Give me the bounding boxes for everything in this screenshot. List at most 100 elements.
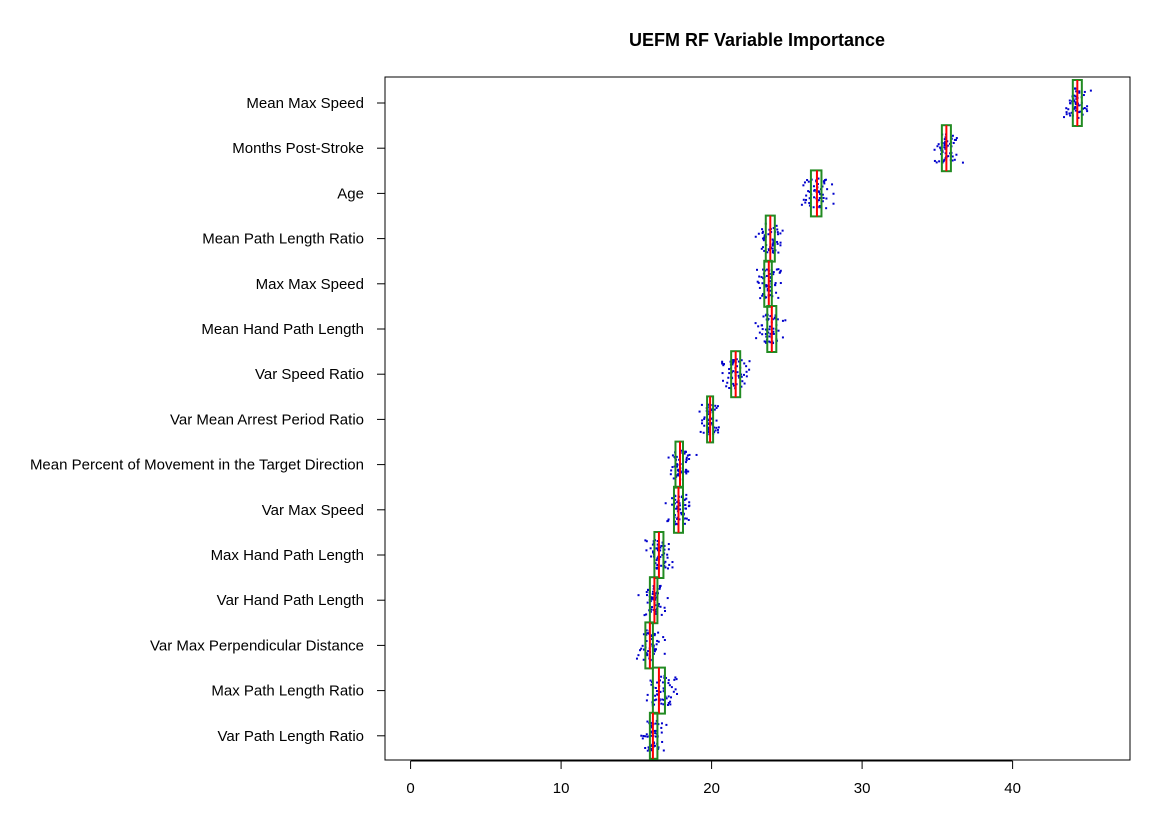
data-point bbox=[763, 235, 766, 238]
data-point bbox=[645, 640, 648, 643]
data-point bbox=[819, 193, 822, 196]
data-point bbox=[781, 336, 784, 339]
data-point bbox=[774, 283, 777, 286]
data-point bbox=[812, 206, 815, 209]
data-point bbox=[952, 141, 955, 144]
data-point bbox=[951, 159, 954, 162]
data-point bbox=[1078, 91, 1081, 94]
data-point bbox=[683, 499, 686, 502]
data-point bbox=[761, 228, 764, 231]
data-point bbox=[685, 472, 688, 475]
data-point bbox=[651, 592, 654, 595]
data-point bbox=[1075, 90, 1078, 93]
data-point bbox=[650, 683, 653, 686]
y-tick-label: Var Speed Ratio bbox=[255, 366, 364, 383]
data-point bbox=[653, 648, 656, 651]
data-point bbox=[762, 315, 765, 318]
data-point bbox=[826, 188, 829, 191]
data-point bbox=[639, 649, 642, 652]
data-point bbox=[653, 634, 656, 637]
data-point bbox=[743, 382, 746, 385]
data-point bbox=[702, 431, 705, 434]
data-point bbox=[652, 652, 655, 655]
data-point bbox=[708, 413, 711, 416]
data-point bbox=[660, 726, 663, 729]
data-point bbox=[779, 241, 782, 244]
data-point bbox=[740, 375, 743, 378]
data-point bbox=[755, 337, 758, 340]
data-point bbox=[768, 325, 771, 328]
data-point bbox=[662, 690, 665, 693]
data-point bbox=[685, 497, 688, 500]
data-point bbox=[768, 340, 771, 343]
data-point bbox=[646, 693, 649, 696]
data-point bbox=[656, 557, 659, 560]
data-point bbox=[685, 458, 688, 461]
data-point bbox=[654, 562, 657, 565]
data-point bbox=[659, 679, 662, 682]
data-point bbox=[728, 386, 731, 389]
data-point bbox=[776, 318, 779, 321]
data-point bbox=[650, 555, 653, 558]
data-point bbox=[761, 246, 764, 249]
data-point bbox=[656, 681, 659, 684]
data-point bbox=[779, 270, 782, 273]
data-point bbox=[955, 153, 958, 156]
data-point bbox=[762, 293, 765, 296]
data-point bbox=[643, 614, 646, 617]
data-point bbox=[664, 610, 667, 613]
data-point bbox=[652, 550, 655, 553]
data-point bbox=[713, 431, 716, 434]
data-point bbox=[823, 182, 826, 185]
data-point bbox=[667, 701, 670, 704]
data-point bbox=[659, 549, 662, 552]
data-point bbox=[684, 461, 687, 464]
plot-area: 0 10 20 30 40 Mean Max Speed Months Post-Strok… bbox=[30, 76, 1131, 797]
data-point bbox=[935, 161, 938, 164]
data-point bbox=[644, 539, 647, 542]
data-point bbox=[685, 470, 688, 473]
data-point bbox=[821, 200, 824, 203]
data-point bbox=[688, 504, 691, 507]
data-point bbox=[722, 363, 725, 366]
data-point bbox=[764, 314, 767, 317]
data-point bbox=[1086, 105, 1089, 108]
data-point bbox=[776, 242, 779, 245]
data-point bbox=[680, 513, 683, 516]
data-point bbox=[1065, 111, 1068, 114]
data-point bbox=[1068, 112, 1071, 115]
data-point bbox=[659, 690, 662, 693]
data-point bbox=[661, 681, 664, 684]
y-tick-label: Mean Path Length Ratio bbox=[202, 231, 364, 248]
data-point bbox=[680, 496, 683, 499]
data-point bbox=[937, 143, 940, 146]
data-point bbox=[660, 731, 663, 734]
data-point bbox=[666, 567, 669, 570]
data-point bbox=[781, 229, 784, 232]
data-point bbox=[717, 426, 720, 429]
data-point bbox=[642, 658, 645, 661]
data-point bbox=[764, 340, 767, 343]
data-point bbox=[808, 202, 811, 205]
data-point bbox=[805, 198, 808, 201]
data-point bbox=[674, 688, 677, 691]
data-point bbox=[761, 333, 764, 336]
data-point bbox=[642, 633, 645, 636]
data-point bbox=[732, 359, 735, 362]
data-point bbox=[955, 137, 958, 140]
data-point bbox=[1074, 87, 1077, 90]
data-point bbox=[650, 749, 653, 752]
data-point bbox=[765, 296, 768, 299]
data-point bbox=[760, 276, 763, 279]
data-point bbox=[703, 417, 706, 420]
data-point bbox=[771, 244, 774, 247]
data-point bbox=[1074, 101, 1077, 104]
data-point bbox=[769, 280, 772, 283]
data-point bbox=[1082, 94, 1085, 97]
data-point bbox=[645, 699, 648, 702]
data-point bbox=[637, 654, 640, 657]
data-point bbox=[761, 294, 764, 297]
data-point bbox=[645, 540, 648, 543]
data-point bbox=[674, 523, 677, 526]
data-point bbox=[806, 179, 809, 182]
